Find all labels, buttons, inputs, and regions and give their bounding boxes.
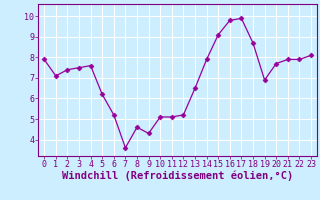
- X-axis label: Windchill (Refroidissement éolien,°C): Windchill (Refroidissement éolien,°C): [62, 171, 293, 181]
